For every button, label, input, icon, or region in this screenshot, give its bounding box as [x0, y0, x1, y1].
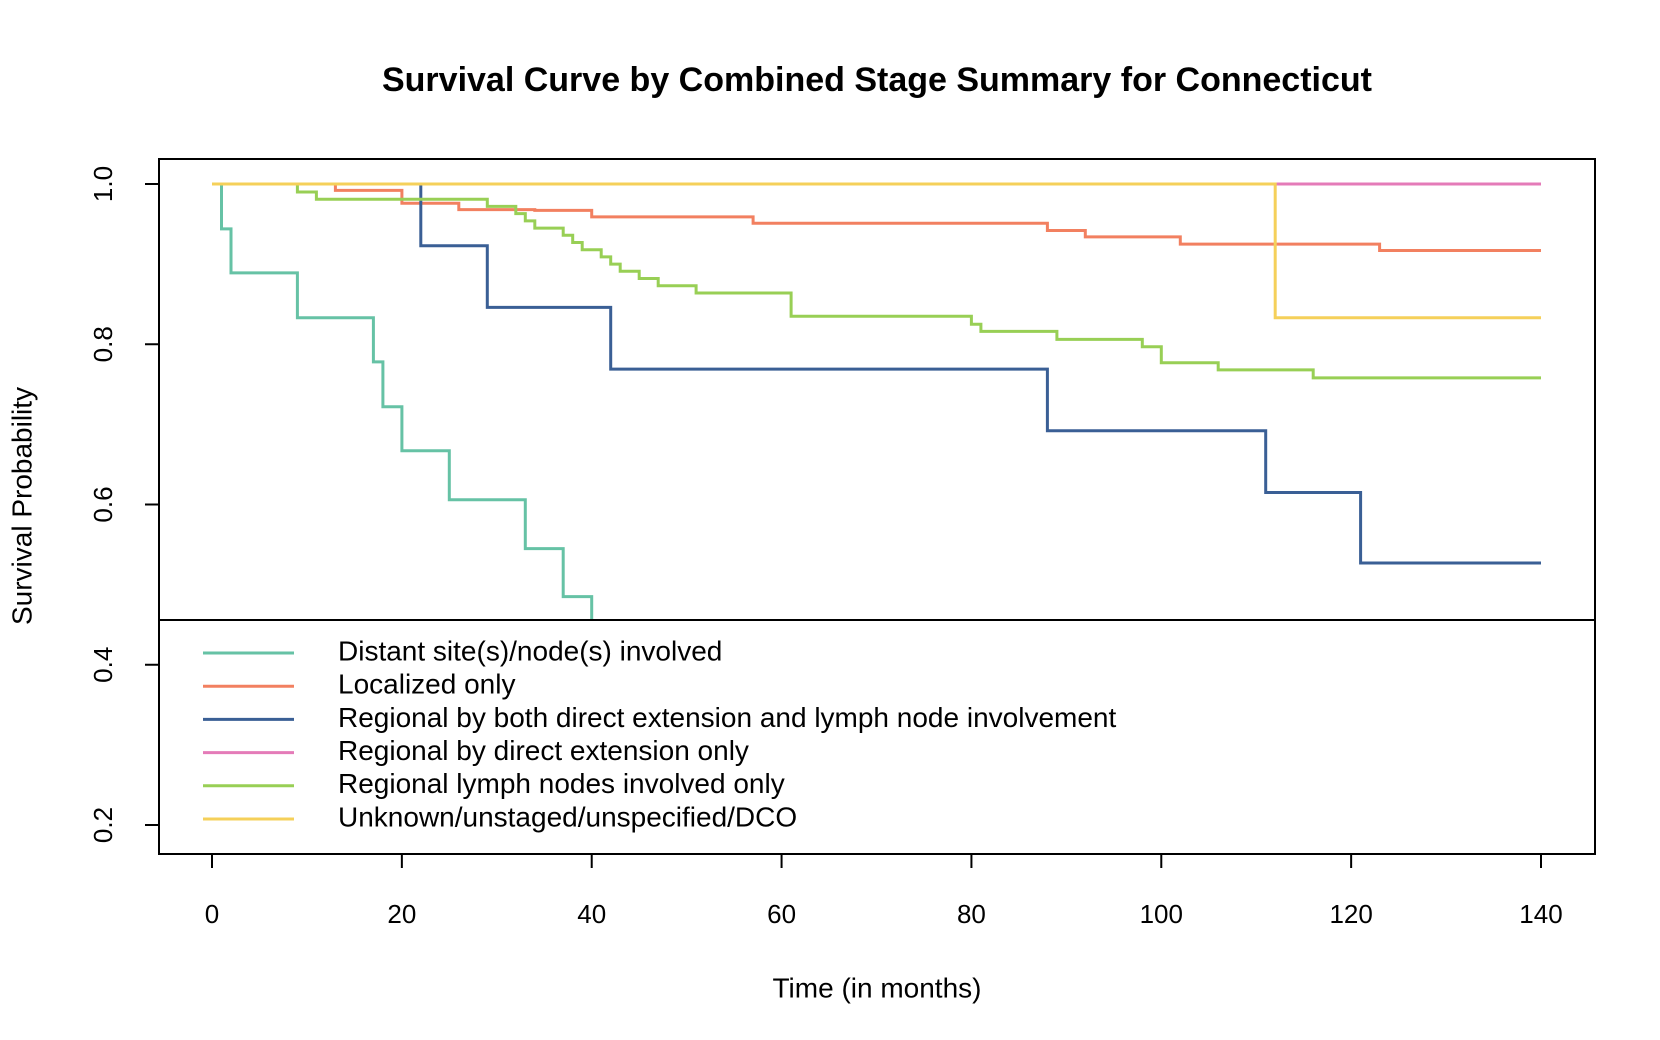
x-tick-label: 100: [1140, 899, 1183, 929]
x-axis-label: Time (in months): [772, 972, 981, 1003]
y-tick-label: 1.0: [88, 166, 118, 202]
legend-label: Regional lymph nodes involved only: [338, 768, 785, 799]
y-tick-label: 0.2: [88, 807, 118, 843]
legend: Distant site(s)/node(s) involvedLocalize…: [158, 619, 1596, 855]
x-tick-label: 140: [1519, 899, 1562, 929]
series-line-5: [212, 182, 1541, 380]
x-tick-label: 0: [205, 899, 219, 929]
legend-label: Regional by both direct extension and ly…: [338, 702, 1116, 733]
y-tick-label: 0.8: [88, 326, 118, 362]
legend-item: Localized only: [203, 669, 515, 700]
y-tick-label: 0.6: [88, 486, 118, 522]
legend-item: Unknown/unstaged/unspecified/DCO: [203, 801, 797, 832]
series-line-3: [212, 182, 1541, 565]
y-axis-label: Survival Probability: [6, 387, 37, 625]
legend-label: Localized only: [338, 669, 515, 700]
y-axis: 0.2 0.4 0.6 0.8 1.0: [88, 166, 160, 843]
x-tick-label: 80: [957, 899, 986, 929]
legend-item: Distant site(s)/node(s) involved: [203, 635, 722, 666]
legend-item: Regional lymph nodes involved only: [203, 768, 785, 799]
x-tick-label: 60: [767, 899, 796, 929]
survival-curves: [212, 182, 1541, 621]
legend-label: Distant site(s)/node(s) involved: [338, 635, 722, 666]
x-tick-label: 120: [1329, 899, 1372, 929]
legend-item: Regional by direct extension only: [203, 735, 749, 766]
legend-label: Unknown/unstaged/unspecified/DCO: [338, 801, 797, 832]
x-axis: 0 20 40 60 80 100 120 140: [205, 853, 1563, 929]
legend-label: Regional by direct extension only: [338, 735, 749, 766]
series-line-2: [212, 182, 1541, 252]
series-line-1: [212, 182, 594, 621]
y-tick-label: 0.4: [88, 647, 118, 683]
series-line-6: [212, 182, 1541, 320]
chart-title: Survival Curve by Combined Stage Summary…: [382, 61, 1372, 99]
x-tick-label: 20: [387, 899, 416, 929]
x-tick-label: 40: [577, 899, 606, 929]
legend-item: Regional by both direct extension and ly…: [203, 702, 1116, 733]
